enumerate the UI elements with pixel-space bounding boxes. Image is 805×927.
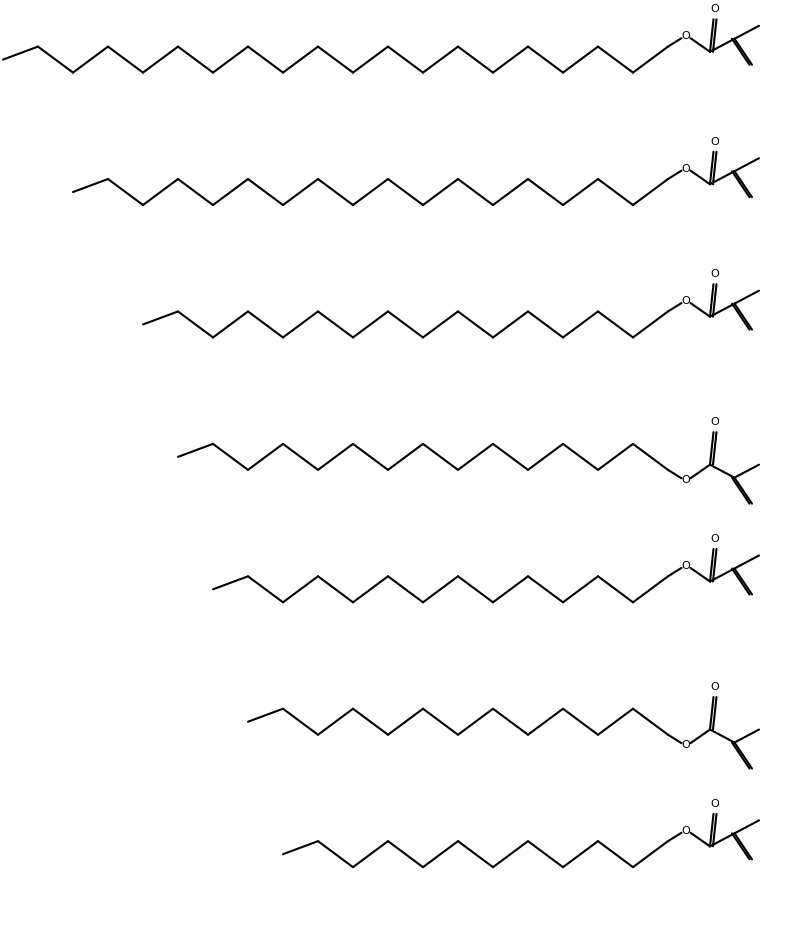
Text: O: O: [681, 32, 690, 41]
Text: O: O: [711, 534, 720, 544]
Text: O: O: [711, 269, 720, 279]
Text: O: O: [681, 296, 690, 306]
Text: O: O: [711, 682, 720, 692]
Text: O: O: [711, 136, 720, 146]
Text: O: O: [681, 740, 690, 750]
Text: O: O: [711, 5, 720, 14]
Text: O: O: [681, 476, 690, 485]
Text: O: O: [711, 417, 720, 427]
Text: O: O: [681, 561, 690, 571]
Text: O: O: [681, 164, 690, 173]
Text: O: O: [711, 799, 720, 809]
Text: O: O: [681, 826, 690, 836]
